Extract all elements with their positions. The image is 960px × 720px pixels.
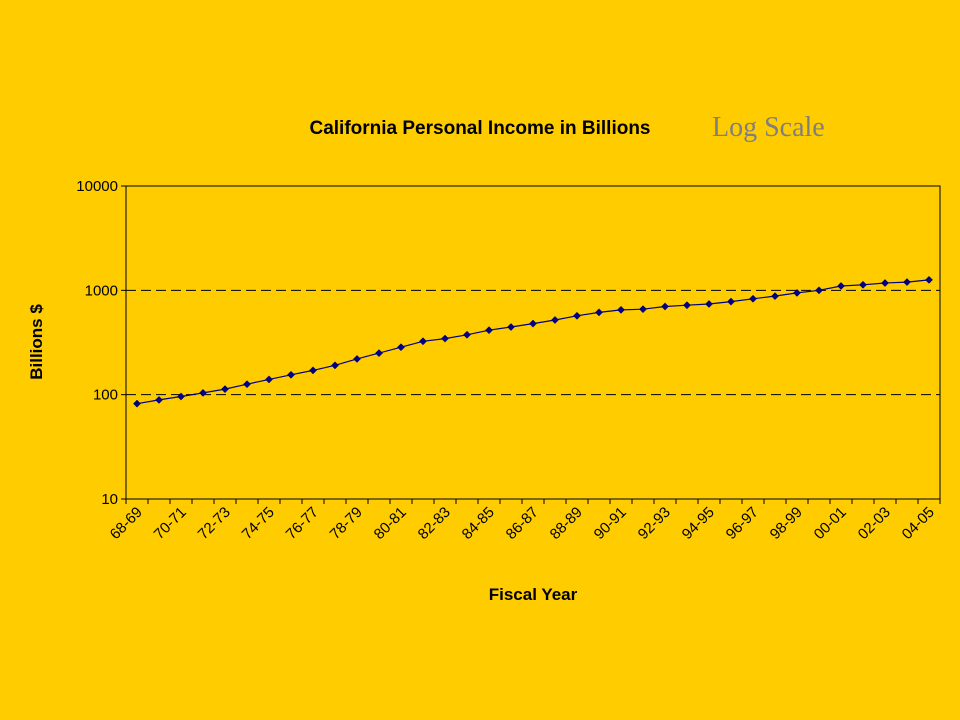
- data-point: [441, 334, 449, 343]
- data-point: [419, 337, 427, 346]
- y-tick-label: 10: [101, 491, 118, 508]
- data-point: [353, 354, 361, 363]
- data-point: [485, 326, 493, 335]
- data-point: [133, 399, 141, 408]
- data-point: [375, 349, 383, 358]
- y-tick-label: 10000: [76, 178, 118, 195]
- data-point: [331, 361, 339, 370]
- data-point: [683, 301, 691, 310]
- plot-area: [125, 185, 941, 500]
- data-point: [573, 311, 581, 320]
- gridlines: [126, 289, 940, 396]
- chart-title: California Personal Income in Billions: [309, 118, 650, 139]
- data-point: [287, 370, 295, 379]
- x-tick-label: 98-99: [767, 504, 806, 543]
- x-tick-label: 86-87: [503, 504, 542, 543]
- x-tick-label: 02-03: [855, 504, 894, 543]
- series-line: [133, 275, 933, 408]
- x-axis: 68-69 70-71 72-73 74-75 76-77 78-79 80-81 82-83…: [107, 499, 941, 543]
- data-point: [859, 280, 867, 289]
- x-tick-label: 74-75: [239, 504, 278, 543]
- chart-subtitle: Log Scale: [712, 112, 825, 143]
- y-axis: 10 100 1000 10000: [76, 178, 126, 508]
- x-tick-label: 78-79: [327, 504, 366, 543]
- x-tick-label: 68-69: [107, 504, 146, 543]
- data-point: [529, 319, 537, 328]
- data-point: [705, 300, 713, 308]
- x-axis-title: Fiscal Year: [489, 585, 578, 604]
- data-point: [617, 305, 625, 314]
- data-point: [903, 278, 911, 287]
- x-tick-label: 94-95: [679, 504, 718, 543]
- data-point: [507, 323, 515, 331]
- x-tick-label: 88-89: [547, 504, 586, 543]
- data-point: [199, 388, 207, 397]
- data-point: [177, 392, 185, 401]
- x-tick-label: 00-01: [811, 504, 850, 543]
- data-point: [221, 385, 229, 394]
- y-tick-label: 1000: [85, 282, 118, 299]
- y-axis-title: Billions $: [27, 304, 46, 380]
- data-point: [881, 279, 889, 287]
- data-point: [771, 292, 779, 301]
- data-point: [155, 395, 163, 404]
- data-point: [595, 308, 603, 317]
- x-tick-label: 80-81: [371, 504, 410, 543]
- x-tick-label: 92-93: [635, 504, 674, 543]
- data-point: [265, 375, 273, 384]
- data-point: [661, 302, 669, 311]
- x-tick-label: 76-77: [283, 504, 322, 543]
- data-point: [837, 282, 845, 290]
- data-point: [309, 366, 317, 375]
- data-point: [815, 286, 823, 295]
- series-polyline: [136, 279, 930, 405]
- x-tick-label: 96-97: [723, 504, 762, 543]
- data-point: [243, 380, 251, 389]
- data-point: [925, 275, 933, 284]
- x-tick-label: 04-05: [899, 504, 938, 543]
- x-tick-label: 70-71: [151, 504, 190, 543]
- x-tick-label: 90-91: [591, 504, 630, 543]
- data-point: [397, 343, 405, 352]
- data-point: [749, 294, 757, 303]
- data-point: [727, 297, 735, 306]
- y-tick-label: 100: [93, 387, 118, 404]
- x-tick-label: 72-73: [195, 504, 234, 543]
- x-tick-label: 84-85: [459, 504, 498, 543]
- data-point: [639, 305, 647, 314]
- data-point: [793, 288, 801, 297]
- data-point: [551, 316, 559, 324]
- data-point: [463, 330, 471, 339]
- x-tick-label: 82-83: [415, 504, 454, 543]
